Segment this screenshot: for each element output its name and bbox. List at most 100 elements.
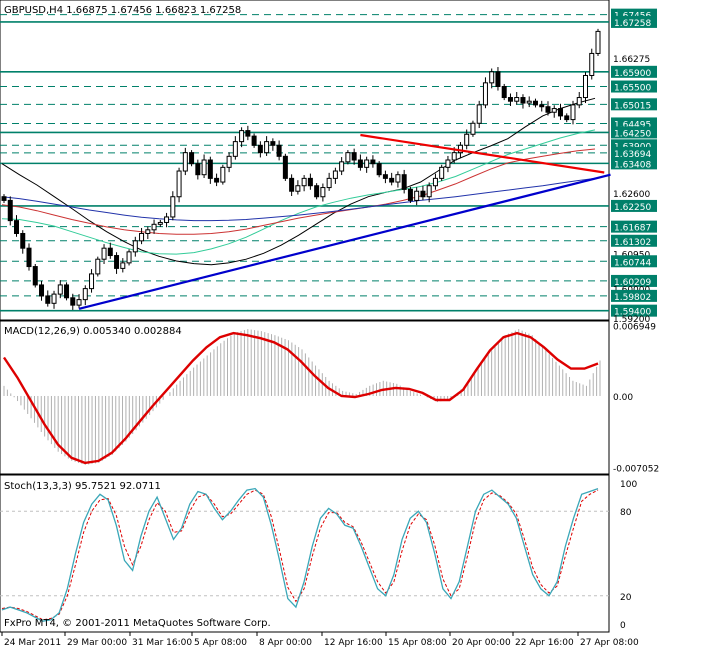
candle-bear — [564, 115, 570, 121]
candle-bear — [401, 174, 407, 190]
candle-bear — [64, 284, 70, 299]
candle-bull — [301, 177, 307, 187]
candle-bull — [264, 141, 270, 154]
candle-bull — [326, 177, 332, 189]
candle-bull — [145, 229, 151, 234]
candle-bear — [32, 266, 38, 286]
price-level-tag — [611, 98, 657, 111]
candle-bear — [357, 159, 363, 168]
price-level-label: 1.67258 — [614, 19, 651, 29]
price-level-label: 1.62250 — [614, 203, 651, 213]
candle-bull — [570, 104, 576, 121]
candle-bull — [320, 187, 326, 198]
macd-title: MACD(12,26,9) 0.005340 0.002884 — [4, 326, 182, 337]
price-level-label: 1.60744 — [614, 258, 651, 268]
candle-bear — [26, 247, 32, 268]
candle-bull — [170, 196, 176, 218]
candlesticks — [1, 28, 601, 310]
candle-bear — [389, 177, 395, 183]
candle-bear — [545, 106, 551, 113]
trendline — [360, 133, 605, 174]
moving-averages — [1, 97, 596, 266]
candle-bear — [1, 196, 7, 201]
candle-bear — [39, 284, 45, 297]
price-level-tag — [611, 304, 657, 317]
candle-bull — [345, 152, 351, 163]
time-axis-tick: 8 Apr 00:00 — [259, 638, 312, 648]
candle-bull — [576, 97, 582, 106]
price-level-label: 1.63408 — [614, 160, 651, 170]
candle-bull — [414, 190, 420, 201]
candle-bull — [476, 104, 482, 124]
time-axis-tick: 5 Apr 08:00 — [194, 638, 247, 648]
candle-bear — [351, 152, 357, 161]
time-axis: 24 Mar 2011 29 Mar 00:00 31 Mar 16:00 5 Apr… — [1, 632, 639, 648]
macd-axis: 0.006949 0.00 -0.007052 — [613, 323, 659, 475]
candle-bull — [489, 71, 495, 84]
stoch-panel-frame — [0, 474, 610, 633]
moving-average-line — [1, 148, 596, 235]
candle-bear — [251, 135, 257, 146]
candle-bear — [501, 86, 507, 99]
candle-bear — [376, 163, 382, 176]
price-chart-title: GBPUSD,H4 1.66875 1.67456 1.66823 1.6725… — [4, 5, 241, 16]
candle-bear — [507, 97, 513, 102]
candle-bull — [295, 185, 301, 192]
price-level-tag — [611, 255, 657, 268]
candle-bear — [289, 177, 295, 192]
candle-bull — [514, 97, 520, 102]
candle-bear — [407, 188, 413, 201]
price-level-tag — [611, 65, 657, 78]
price-level-label: 1.64495 — [614, 120, 651, 130]
candle-bull — [82, 288, 88, 301]
candle-bear — [195, 163, 201, 176]
price-level-label: 1.65015 — [614, 101, 651, 111]
candle-bull — [582, 74, 588, 99]
time-axis-tick: 15 Apr 08:00 — [388, 638, 447, 648]
candle-bear — [307, 177, 313, 187]
stoch-axis-tick: 80 — [620, 508, 632, 518]
candle-bull — [51, 293, 57, 304]
candle-bull — [151, 223, 157, 231]
time-axis-tick: 24 Mar 2011 — [4, 638, 61, 648]
candle-bear — [539, 104, 545, 108]
candle-bull — [76, 299, 82, 306]
stoch-lines — [0, 487, 609, 622]
candle-bear — [70, 297, 76, 306]
moving-average-line — [1, 97, 596, 266]
price-level-tag — [611, 8, 657, 21]
candle-bull — [432, 177, 438, 187]
candle-bull — [220, 166, 226, 183]
macd-axis-tick: -0.007052 — [613, 464, 659, 474]
candle-bull — [101, 247, 107, 260]
candle-bull — [226, 155, 232, 168]
price-level-label: 1.64250 — [614, 129, 651, 139]
candle-bear — [189, 152, 195, 165]
price-level-label: 1.59400 — [614, 308, 651, 318]
stoch-axis: 100 80 20 0 — [620, 480, 637, 631]
candle-bull — [126, 251, 132, 264]
price-level-tag — [611, 199, 657, 212]
candle-bull — [339, 161, 345, 172]
candle-bull — [451, 152, 457, 161]
candle-bull — [132, 240, 138, 253]
candle-bull — [395, 174, 401, 183]
candle-bull — [589, 52, 595, 76]
price-level-tag — [611, 220, 657, 233]
candle-bull — [176, 170, 182, 198]
price-axis-tick: 1.59200 — [613, 315, 650, 325]
candle-bear — [276, 144, 282, 157]
candle-bear — [270, 141, 276, 146]
stoch-axis-tick: 0 — [620, 621, 626, 631]
candle-bear — [207, 159, 213, 179]
candle-bull — [239, 130, 245, 143]
candle-bear — [107, 247, 113, 257]
price-level-tag — [611, 80, 657, 93]
candle-bear — [214, 177, 220, 183]
price-level-tag — [611, 126, 657, 139]
moving-average-line — [1, 177, 596, 222]
candle-bull — [89, 273, 95, 290]
candle-bull — [426, 185, 432, 198]
candle-bull — [464, 133, 470, 146]
